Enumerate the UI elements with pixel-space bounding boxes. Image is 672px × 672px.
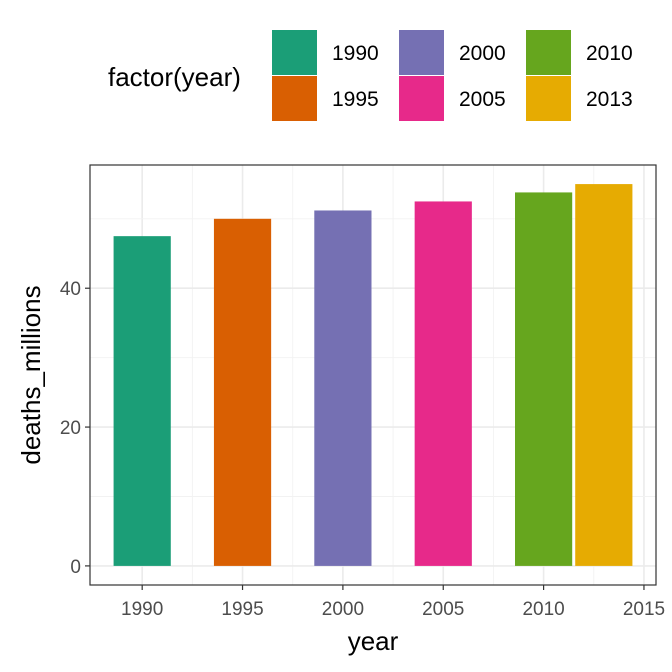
x-tick-label: 1990 bbox=[121, 599, 163, 620]
bar-1995 bbox=[213, 218, 272, 566]
legend-key-2005 bbox=[399, 76, 444, 121]
legend-label-2000: 2000 bbox=[459, 42, 506, 65]
bar-2010 bbox=[515, 192, 573, 566]
x-tick-label: 1995 bbox=[221, 599, 263, 620]
legend-key-1995 bbox=[272, 76, 317, 121]
plot-panel bbox=[89, 164, 657, 586]
legend-key-2010 bbox=[526, 30, 571, 75]
panel-border bbox=[89, 164, 657, 586]
legend: factor(year) 1990 1995 2000 2005 2010 2013 bbox=[108, 30, 633, 121]
x-tick-label: 2005 bbox=[422, 599, 464, 620]
legend-title: factor(year) bbox=[108, 62, 241, 92]
legend-key-2013 bbox=[526, 76, 571, 121]
legend-label-1995: 1995 bbox=[332, 88, 379, 111]
bar-1990 bbox=[113, 236, 171, 566]
legend-label-2010: 2010 bbox=[586, 42, 633, 65]
legend-key-1990 bbox=[272, 30, 317, 75]
bar-2005 bbox=[414, 201, 472, 566]
x-tick-label: 2015 bbox=[623, 599, 665, 620]
y-axis-title: deaths_millions bbox=[16, 285, 46, 464]
legend-label-2005: 2005 bbox=[459, 88, 506, 111]
x-tick-label: 2000 bbox=[322, 599, 364, 620]
legend-label-2013: 2013 bbox=[586, 88, 633, 111]
x-axis: 1990 1995 2000 2005 2010 2015 bbox=[121, 585, 665, 620]
y-tick-label: 20 bbox=[60, 418, 81, 439]
legend-label-1990: 1990 bbox=[332, 42, 379, 65]
x-axis-title: year bbox=[348, 626, 399, 656]
x-tick-label: 2010 bbox=[522, 599, 564, 620]
bar-2013 bbox=[575, 184, 633, 566]
y-tick-label: 40 bbox=[60, 279, 81, 300]
bar-2000 bbox=[314, 210, 372, 566]
bars bbox=[113, 184, 633, 566]
legend-key-2000 bbox=[399, 30, 444, 75]
y-axis: 0 20 40 bbox=[60, 279, 90, 578]
y-tick-label: 0 bbox=[70, 557, 81, 578]
